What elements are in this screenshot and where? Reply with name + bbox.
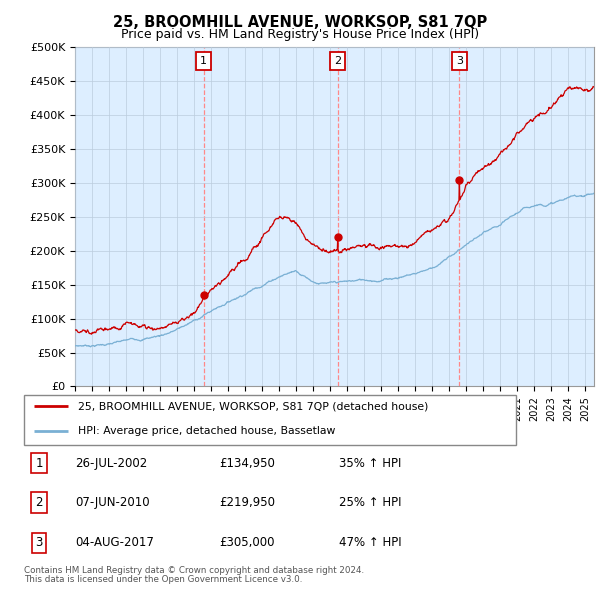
Text: 07-JUN-2010: 07-JUN-2010 [75,496,149,509]
Text: This data is licensed under the Open Government Licence v3.0.: This data is licensed under the Open Gov… [24,575,302,584]
Text: 25, BROOMHILL AVENUE, WORKSOP, S81 7QP (detached house): 25, BROOMHILL AVENUE, WORKSOP, S81 7QP (… [78,401,428,411]
Text: Price paid vs. HM Land Registry's House Price Index (HPI): Price paid vs. HM Land Registry's House … [121,28,479,41]
Text: 25, BROOMHILL AVENUE, WORKSOP, S81 7QP: 25, BROOMHILL AVENUE, WORKSOP, S81 7QP [113,15,487,30]
Text: 2: 2 [35,496,43,509]
Text: 04-AUG-2017: 04-AUG-2017 [75,536,154,549]
Text: £134,950: £134,950 [219,457,275,470]
Text: £305,000: £305,000 [219,536,275,549]
Text: Contains HM Land Registry data © Crown copyright and database right 2024.: Contains HM Land Registry data © Crown c… [24,566,364,575]
Text: £219,950: £219,950 [219,496,275,509]
FancyBboxPatch shape [24,395,516,445]
Text: 3: 3 [456,56,463,65]
Text: 26-JUL-2002: 26-JUL-2002 [75,457,147,470]
Text: 47% ↑ HPI: 47% ↑ HPI [339,536,401,549]
Text: 25% ↑ HPI: 25% ↑ HPI [339,496,401,509]
Text: 2: 2 [334,56,341,65]
Text: 1: 1 [35,457,43,470]
Text: 35% ↑ HPI: 35% ↑ HPI [339,457,401,470]
Text: 3: 3 [35,536,43,549]
Text: HPI: Average price, detached house, Bassetlaw: HPI: Average price, detached house, Bass… [78,427,335,437]
Text: 1: 1 [200,56,208,65]
